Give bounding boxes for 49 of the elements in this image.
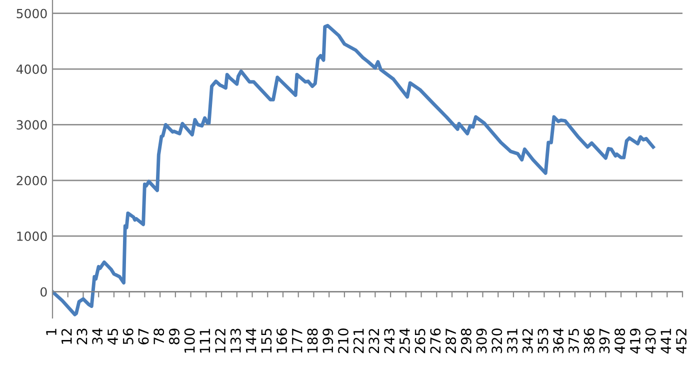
x-tick-label: 276: [430, 328, 441, 354]
x-tick-label: 34: [92, 328, 103, 344]
x-tick-label: 265: [414, 328, 426, 354]
x-tick-label: 89: [168, 328, 180, 344]
x-tick-label: 408: [614, 328, 626, 354]
x-tick-label: 221: [353, 328, 364, 354]
x-tick-label: 298: [460, 328, 472, 354]
x-tick-label: 364: [553, 328, 564, 354]
line-series: [52, 24, 655, 316]
y-tick-label: 0: [40, 287, 47, 297]
x-tick-label: 430: [645, 328, 656, 354]
x-tick-label: 23: [76, 328, 88, 344]
x-tick-label: 122: [215, 329, 226, 353]
x-tick-label: 441: [660, 328, 671, 354]
x-tick-label: 78: [154, 328, 164, 344]
x-tick-label: 243: [384, 328, 395, 354]
x-tick-label: 232: [368, 329, 380, 354]
x-tick-label: 12: [61, 329, 72, 344]
x-tick-label: 397: [599, 328, 610, 354]
y-tick-label: 5000: [16, 8, 47, 18]
x-tick-label: 309: [476, 328, 487, 354]
y-tick-label: 1000: [17, 232, 47, 241]
x-tick-label: 155: [261, 328, 272, 353]
x-tick-label: 166: [276, 328, 288, 353]
x-tick-label: 353: [538, 328, 548, 354]
x-tick-label: 254: [399, 328, 410, 354]
x-tick-label: 452: [676, 329, 687, 354]
x-tick-label: 331: [507, 328, 518, 354]
x-tick-label: 133: [230, 328, 241, 353]
x-tick-label: 375: [568, 328, 579, 354]
x-tick-label: 177: [292, 328, 302, 353]
x-tick-label: 210: [338, 328, 348, 354]
x-tick-label: 287: [446, 328, 456, 354]
x-tick-label: 100: [184, 328, 195, 353]
x-tick-label: 1: [46, 328, 56, 335]
x-tick-label: 188: [307, 328, 318, 353]
y-tick-label: 3000: [16, 120, 47, 130]
x-tick-label: 199: [322, 328, 334, 353]
x-tick-label: 320: [492, 328, 502, 354]
x-tick-label: 67: [138, 328, 149, 344]
y-tick-label: 4000: [16, 64, 47, 74]
x-tick-label: 45: [108, 328, 118, 345]
x-tick-label: 111: [200, 328, 210, 353]
x-tick-label: 144: [246, 328, 256, 353]
x-tick-label: 56: [122, 328, 134, 344]
y-tick-label: 2000: [16, 176, 47, 186]
x-tick-label: 419: [630, 328, 640, 354]
x-tick-label: 386: [584, 328, 594, 354]
x-tick-label: 342: [522, 329, 533, 354]
